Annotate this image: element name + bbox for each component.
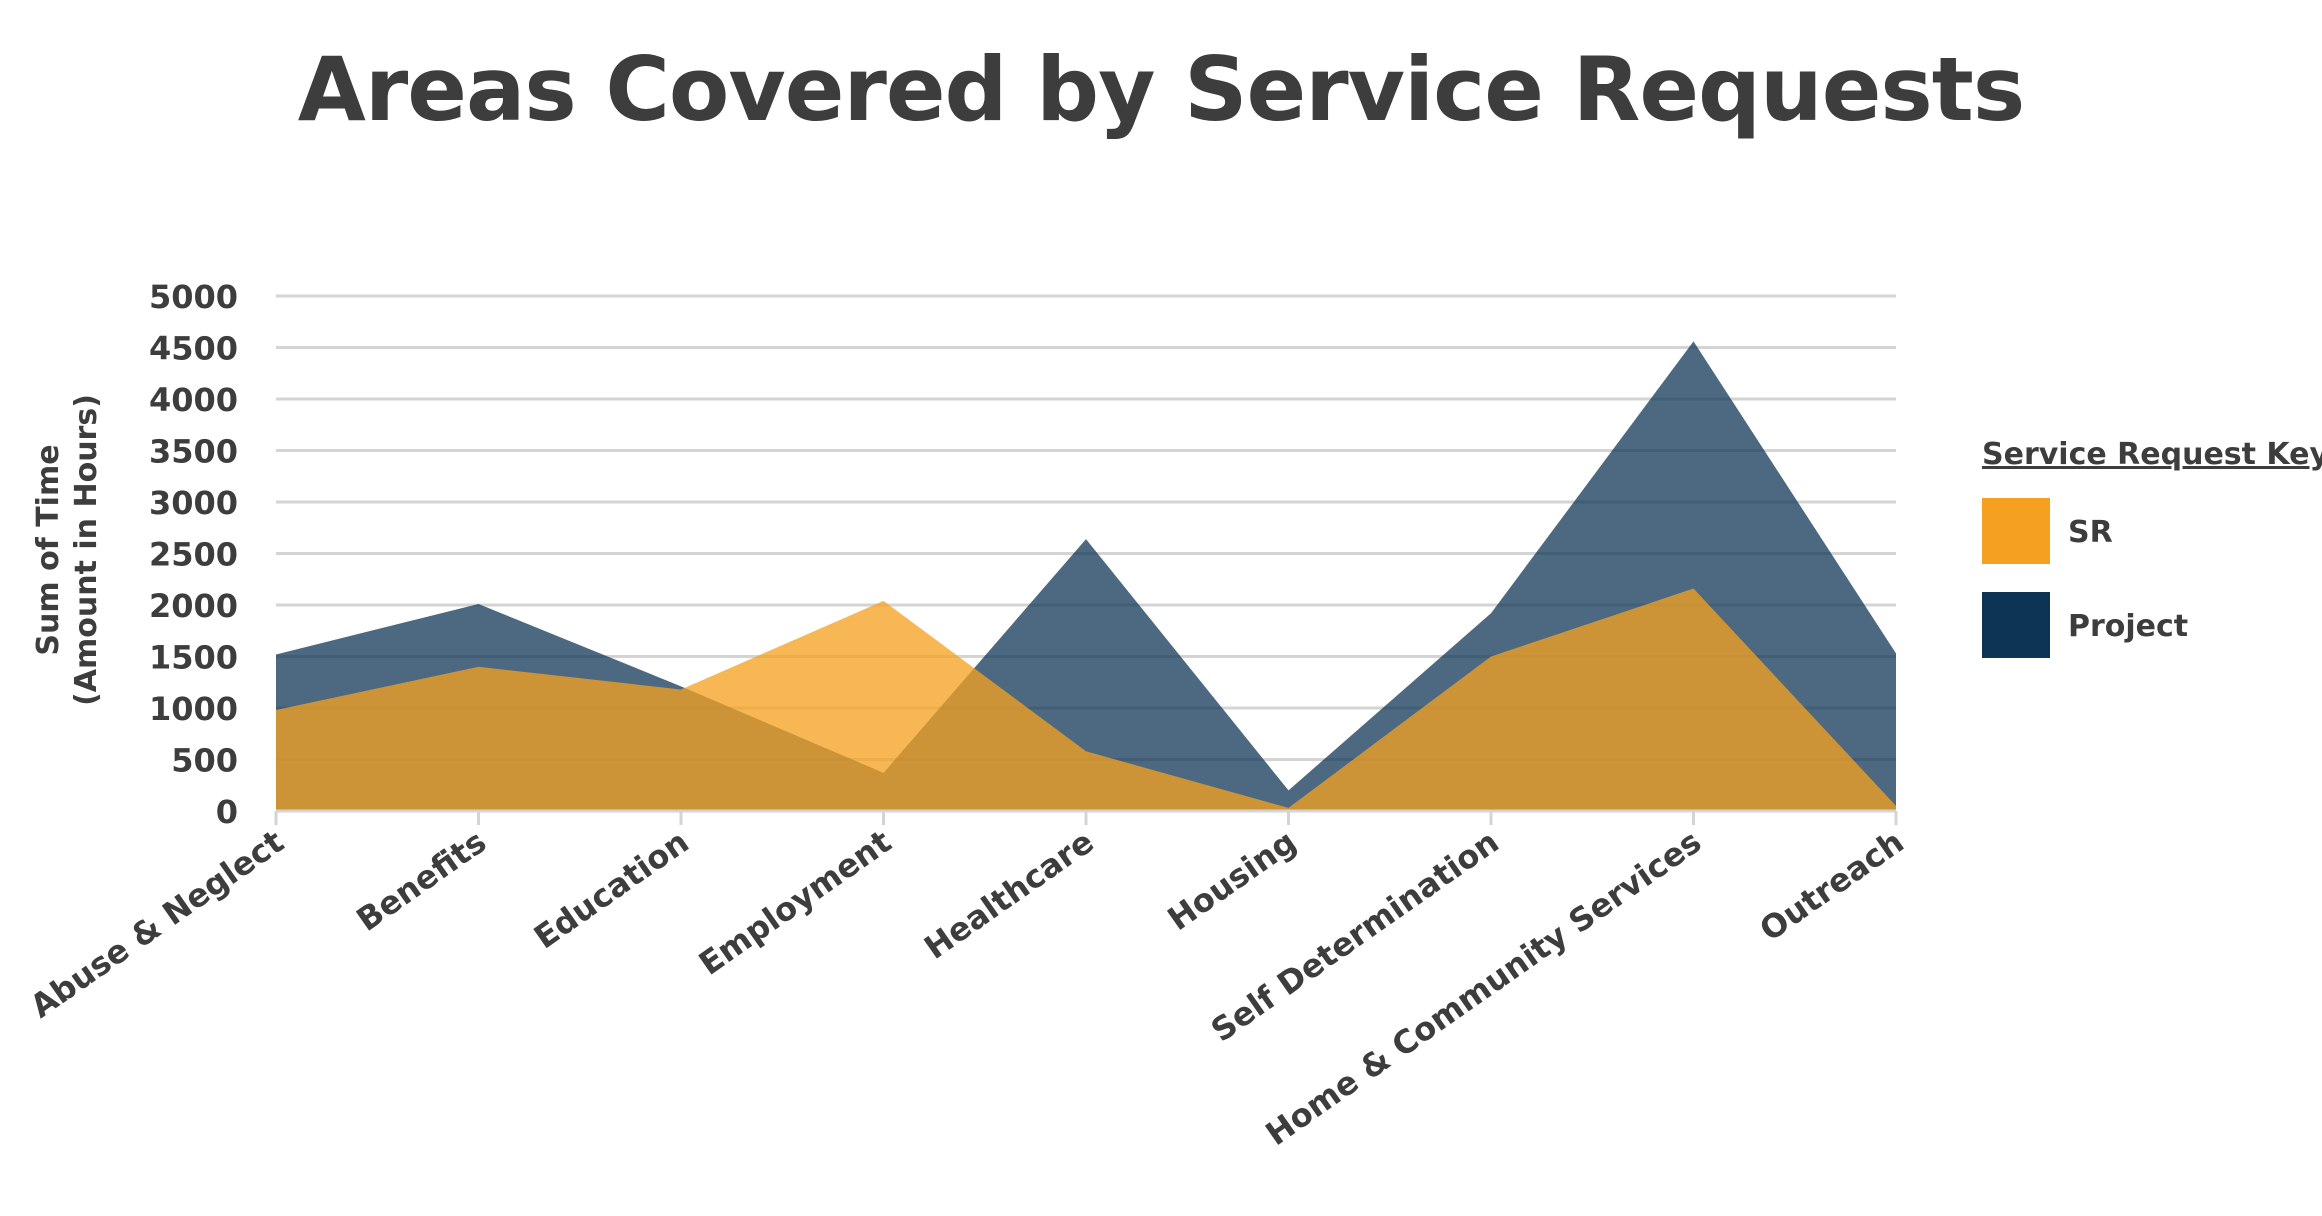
legend: Service Request Key SR Project [1982, 437, 2322, 658]
y-tick-labels: 0 500 1000 1500 2000 2500 3000 3500 4000 4500 5000 [149, 278, 238, 831]
legend-label-project: Project [2068, 609, 2188, 644]
y-axis-label-line1: Sum of Time [31, 444, 66, 655]
legend-label-sr: SR [2068, 515, 2113, 550]
y-tick-label: 1000 [149, 690, 238, 728]
x-tick-label: Healthcare [917, 822, 1100, 966]
x-tick-label: Education [527, 822, 696, 956]
x-tick-labels: Abuse & Neglect Benefits EducationEmployme… [23, 822, 1910, 1153]
x-tick-label: Housing [1161, 822, 1303, 938]
legend-title: Service Request Key [1982, 437, 2322, 472]
y-tick-label: 4500 [149, 330, 238, 368]
y-tick-label: 2000 [149, 587, 238, 625]
y-axis-label-line2: (Amount in Hours) [69, 394, 104, 706]
legend-swatch-sr [1982, 498, 2050, 564]
legend-swatch-project [1982, 592, 2050, 658]
series-areas [276, 341, 1896, 811]
y-tick-label: 3000 [149, 484, 238, 522]
x-tick-label: Abuse & Neglect [23, 822, 290, 1025]
area-sr-series [276, 588, 1896, 811]
chart-title: Areas Covered by Service Requests [297, 38, 2025, 141]
x-tick-label: Employment [692, 822, 898, 982]
y-tick-label: 1500 [149, 639, 238, 677]
x-tick-label: Outreach [1753, 822, 1911, 948]
x-axis [274, 809, 1898, 825]
y-tick-label: 5000 [149, 278, 238, 316]
y-tick-label: 2500 [149, 536, 238, 574]
x-tick-label: Home & Community Services [1259, 822, 1708, 1153]
y-tick-label: 0 [216, 793, 238, 831]
x-tick-label: Benefits [350, 822, 494, 938]
y-tick-label: 500 [171, 742, 238, 780]
y-tick-label: 4000 [149, 381, 238, 419]
y-tick-label: 3500 [149, 433, 238, 471]
